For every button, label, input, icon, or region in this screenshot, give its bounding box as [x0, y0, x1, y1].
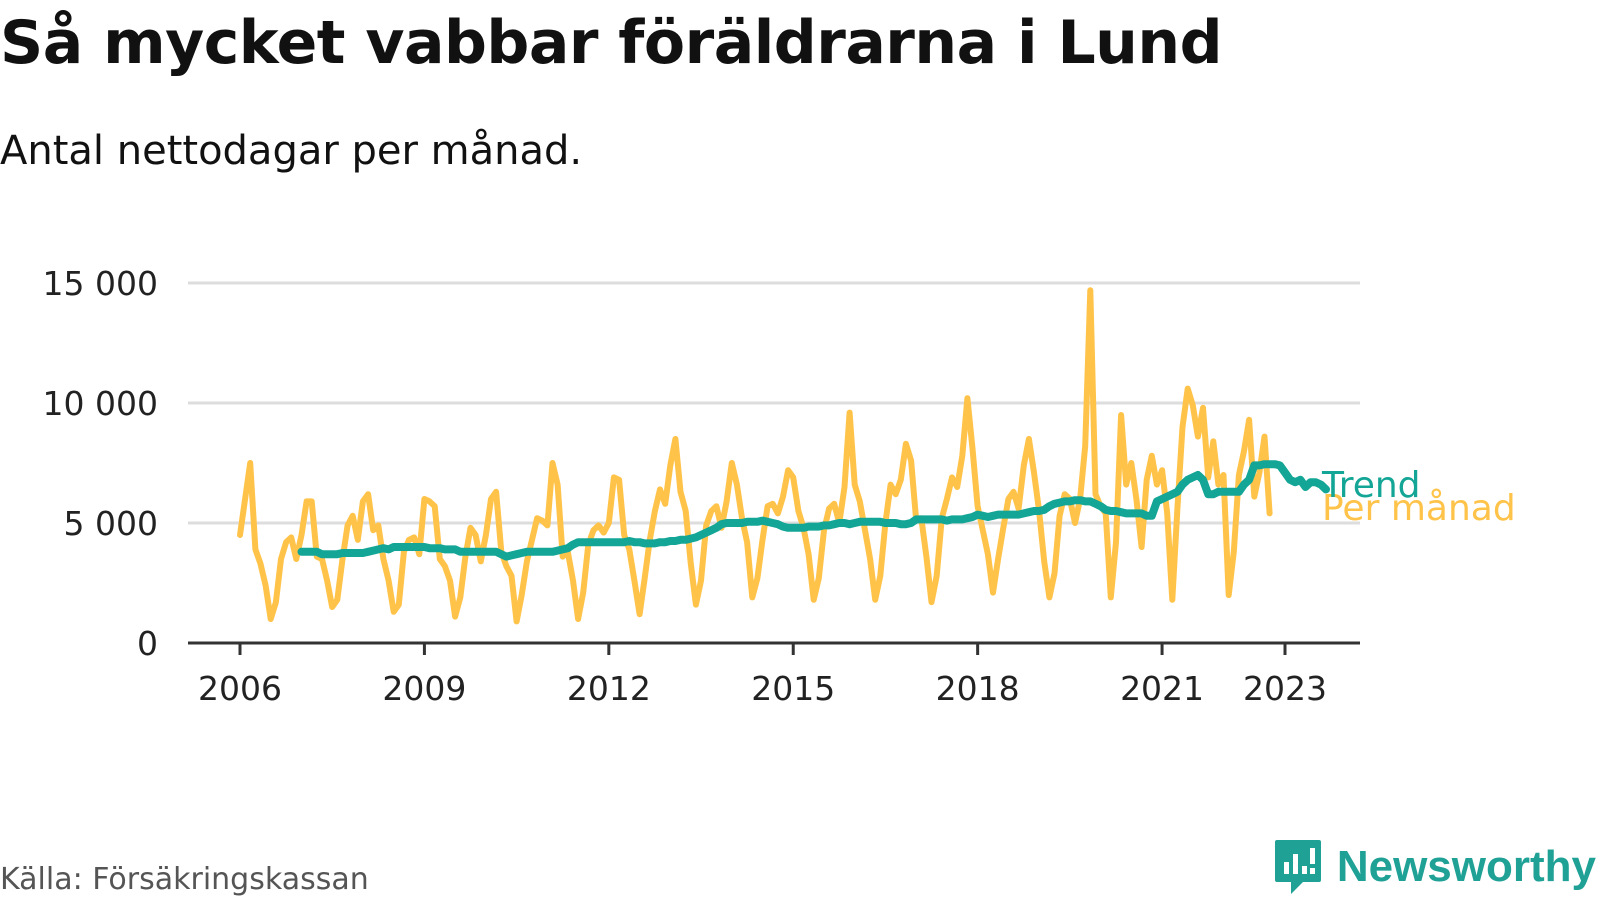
x-tick-label: 2015 [751, 669, 835, 708]
newsworthy-logo-icon [1274, 840, 1321, 894]
brand-name: Newsworthy [1336, 842, 1596, 891]
y-tick-label: 5 000 [64, 504, 158, 543]
y-tick-label: 15 000 [43, 264, 158, 303]
x-tick-label: 2012 [567, 669, 651, 708]
series-lines [237, 287, 1330, 625]
x-tick-label: 2018 [936, 669, 1020, 708]
trend-series-label: Trend [1321, 465, 1421, 506]
y-tick-label: 10 000 [43, 384, 158, 423]
x-tick-label: 2021 [1120, 669, 1204, 708]
chart-subtitle: Antal nettodagar per månad. [0, 128, 583, 174]
y-axis-ticks: 0 5 000 10 000 15 000 [43, 264, 158, 663]
y-tick-label: 0 [137, 624, 158, 663]
monthly-series-line [237, 287, 1273, 625]
page-title: Så mycket vabbar föräldrarna i Lund [0, 8, 1223, 78]
x-tick-label: 2006 [198, 669, 282, 708]
brand-logo: Newsworthy [1273, 838, 1596, 896]
x-tick-label: 2023 [1243, 669, 1327, 708]
trend-series-line [297, 460, 1330, 561]
monthly-series-label: Per månad [1322, 488, 1516, 529]
source-note: Källa: Försäkringskassan [0, 862, 369, 897]
x-axis-ticks: 2006 2009 2012 2015 2018 2021 2023 [198, 643, 1327, 708]
x-tick-label: 2009 [382, 669, 466, 708]
